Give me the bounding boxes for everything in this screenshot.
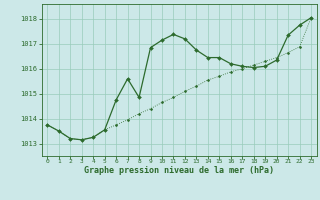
X-axis label: Graphe pression niveau de la mer (hPa): Graphe pression niveau de la mer (hPa) xyxy=(84,166,274,175)
